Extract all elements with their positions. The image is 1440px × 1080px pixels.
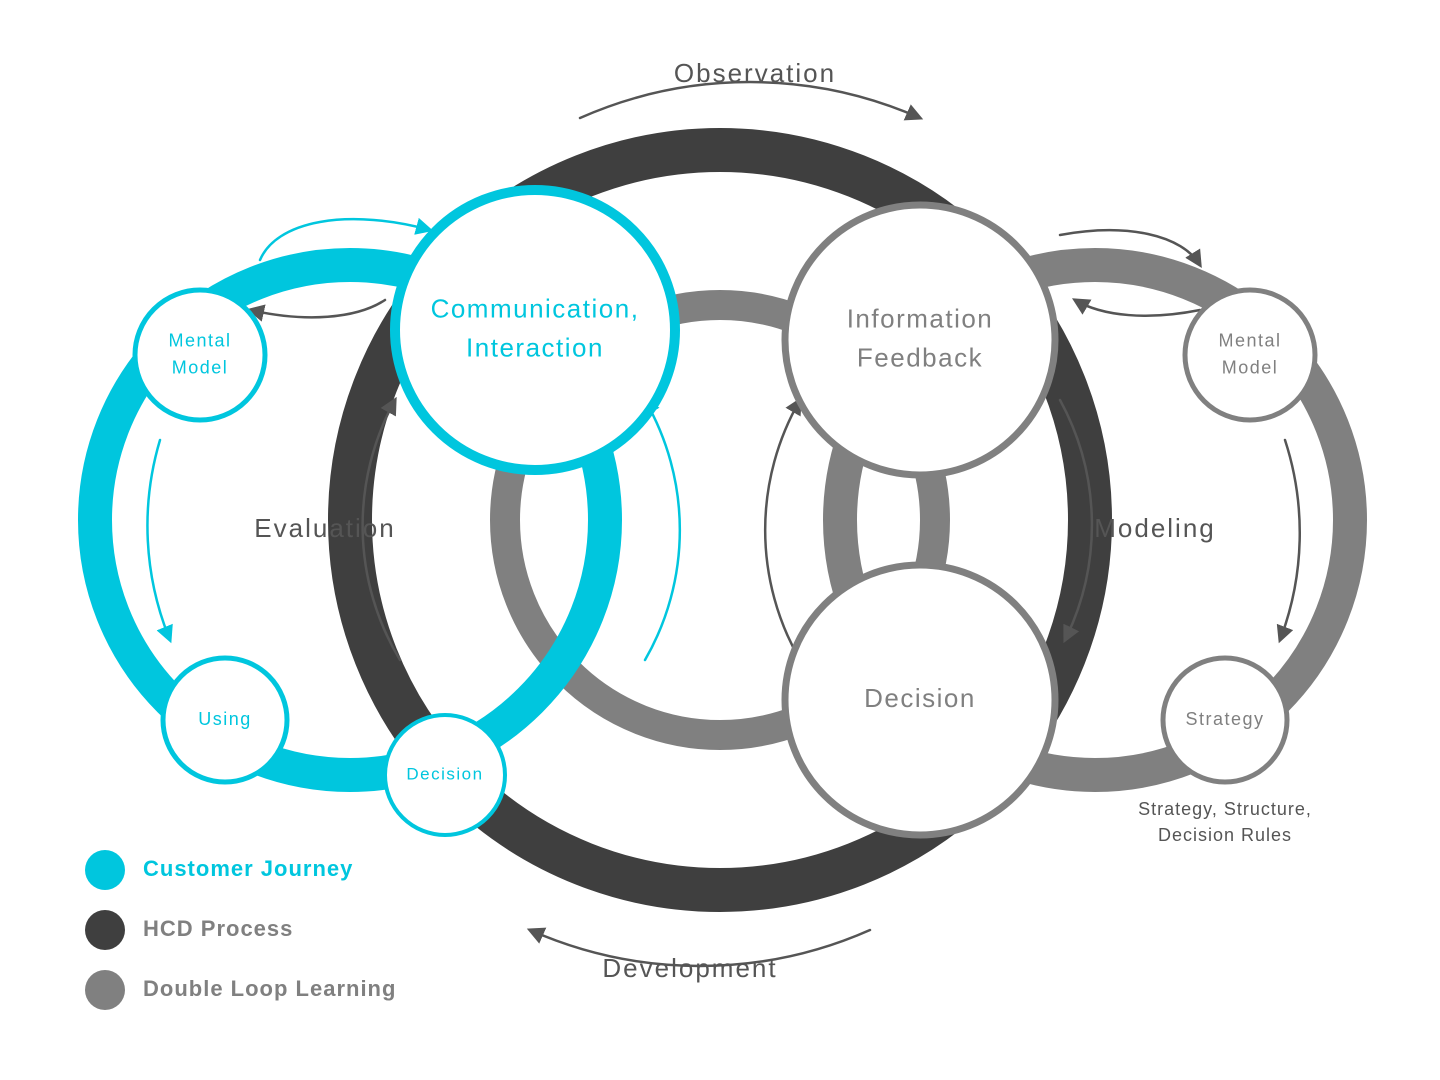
legend-label-0: Customer Journey: [143, 856, 353, 881]
label-development: Development: [602, 953, 777, 983]
node-strategy-label-0: Strategy: [1185, 709, 1264, 729]
label-modeling: Modeling: [1094, 513, 1216, 543]
node-communication-label-1: Interaction: [466, 332, 604, 362]
legend-swatch-2: [85, 970, 125, 1010]
gray-top-r2: [1075, 300, 1200, 316]
node-communication-label-0: Communication,: [431, 293, 640, 323]
cyan-left-dn: [147, 440, 170, 640]
node-mental_model_left-label-1: Model: [172, 357, 229, 377]
strategy-caption-1: Decision Rules: [1158, 825, 1292, 845]
node-using-label-0: Using: [198, 709, 252, 729]
node-communication: [395, 190, 675, 470]
legend-swatch-0: [85, 850, 125, 890]
node-mental_model_right: [1185, 290, 1315, 420]
legend-label-1: HCD Process: [143, 916, 293, 941]
gray-top-l: [250, 300, 385, 317]
node-mental_model_right-label-0: Mental: [1218, 330, 1281, 350]
legend-swatch-1: [85, 910, 125, 950]
label-evaluation: Evaluation: [254, 513, 395, 543]
cyan-inner-up: [645, 400, 680, 660]
node-information_feedback-label-0: Information: [847, 303, 994, 333]
process-diagram: Mental Model Using Decision Communication, In…: [0, 0, 1440, 1080]
node-mental_model_right-label-1: Model: [1222, 357, 1279, 377]
label-observation: Observation: [674, 58, 836, 88]
node-information_feedback: [785, 205, 1055, 475]
gray-right-dn: [1280, 440, 1300, 640]
node-decision_small-label-0: Decision: [406, 764, 483, 783]
node-information_feedback-label-1: Feedback: [857, 342, 983, 372]
strategy-caption-0: Strategy, Structure,: [1138, 799, 1312, 819]
node-decision_big-label-0: Decision: [864, 683, 976, 713]
gray-inner-up: [765, 400, 800, 660]
node-mental_model_left: [135, 290, 265, 420]
node-mental_model_left-label-0: Mental: [168, 330, 231, 350]
legend-label-2: Double Loop Learning: [143, 976, 396, 1001]
